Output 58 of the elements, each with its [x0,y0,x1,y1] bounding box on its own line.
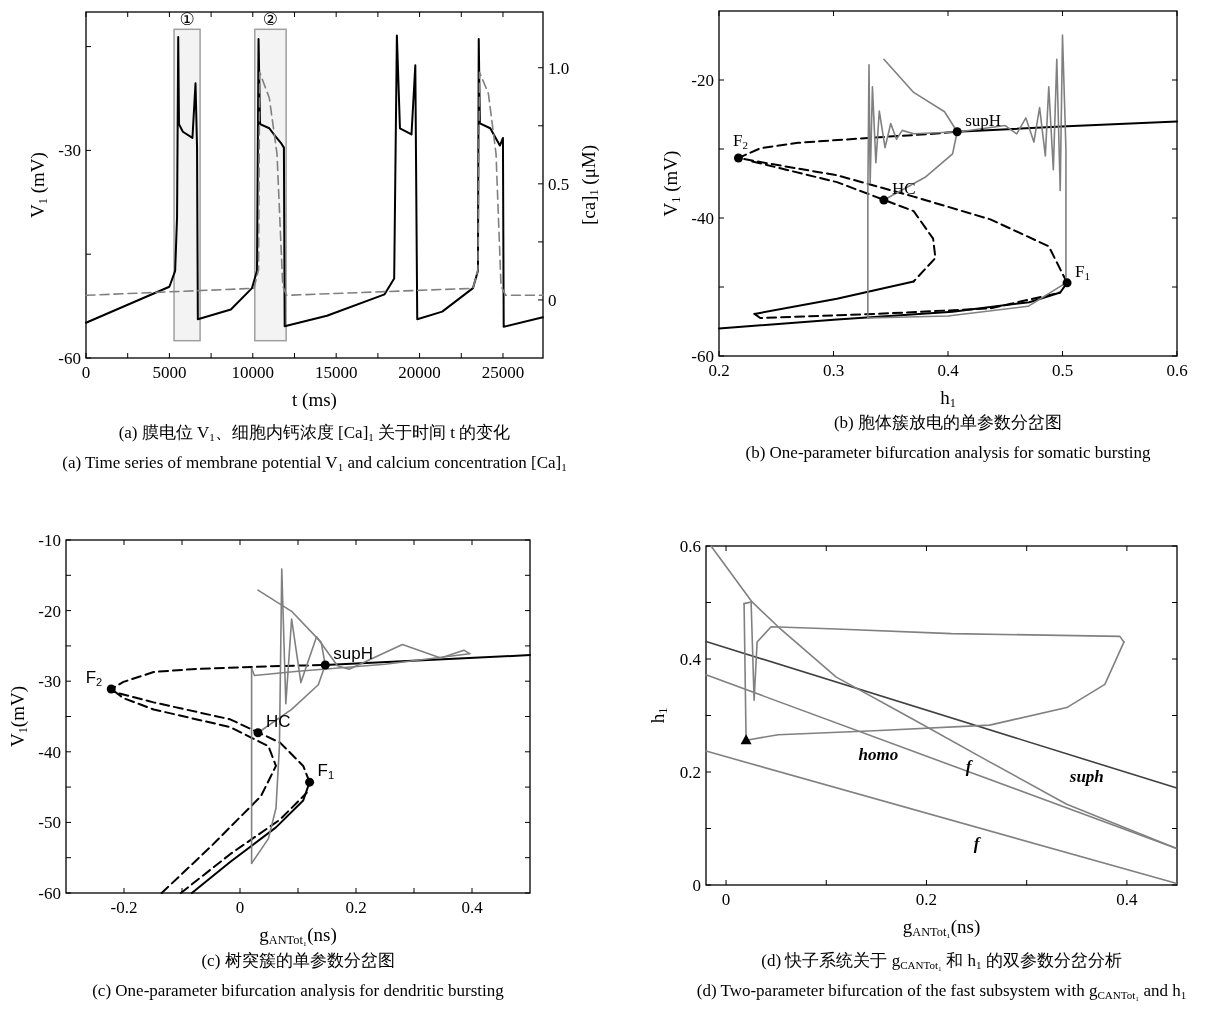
x-tick-label: 0 [721,890,731,909]
band-label: ① [179,8,195,29]
y-tick-label: 0.4 [679,650,702,669]
series-label: f [973,834,982,854]
y-tick-label: -60 [58,349,81,368]
annotation: supH [965,110,1002,130]
x-axis-title: g$_{ANTot₁}$(ns) [902,916,981,939]
x-tick-label: 20000 [398,363,441,382]
x-tick-label: 25000 [481,363,525,382]
y2-tick-label: 1.0 [548,58,570,78]
text: (b) 胞体簇放电的单参数分岔图 [833,413,1063,432]
y2-tick-label: 0 [548,290,557,310]
band-label: ② [262,8,279,29]
x-tick-label: 0.5 [1051,361,1074,380]
text: (a) Time series of membrane potential V$_{1}$ and calcium concentration [Ca]$_{1}$ [62,453,567,473]
x-tick-label: 15000 [314,363,358,382]
y2-tick-label: 0.5 [548,174,570,194]
y-tick-label: 0 [692,876,701,895]
y-tick-label: -20 [691,71,714,90]
x-tick-label: 0.2 [345,898,367,917]
annotation: F$_{1}$ [1075,261,1091,282]
annotation: F$_{1}$ [317,761,335,781]
text: (d) 快子系统关于 g$_{CANTot₁}$ 和 h$_{1}$ 的双参数分岔分析 [761,951,1122,971]
x-tick-label: -0.2 [110,898,138,917]
text: (c) 树突簇的单参数分岔图 [201,951,395,970]
x-tick-label: 0.4 [1116,890,1139,909]
x-axis-title: t (ms) [292,389,337,411]
y-tick-label: -30 [58,141,81,161]
x-tick-label: 0.4 [461,898,484,917]
y-tick-label: -10 [38,531,61,550]
text: (c) One-parameter bifurcation analysis for dendritic bursting [92,981,505,1000]
x-tick-label: 0.4 [937,361,960,380]
y-tick-label: -30 [38,672,61,692]
x-tick-label: 10000 [231,363,275,382]
y-tick-label: -20 [38,601,61,621]
annotation: HC [265,711,291,731]
y-tick-label: 0.6 [679,537,701,556]
annotation: F$_{2}$ [85,667,103,688]
annotation: supH [333,643,373,663]
text: (a) 膜电位 V$_{1}$、细胞内钙浓度 [Ca]$_{1}$ 关于时间 t 的变化 [118,423,511,443]
x-tick-label: 0.6 [1166,361,1188,380]
x-tick-label: 0 [235,898,245,917]
x-axis-title: h$_{1}$ [940,387,956,410]
text: (b) One-parameter bifurcation analysis for somatic bursting [745,443,1152,462]
y-tick-label: 0.2 [679,763,701,782]
y-tick-label: -40 [691,209,714,228]
text: (d) Two-parameter bifurcation of the fast subsystem with g$_{CANTot₁}$ and h$_{1}$ [696,981,1187,1001]
y-tick-label: -50 [38,813,61,833]
annotation: F$_{2}$ [732,130,748,151]
x-tick-label: 0.2 [915,890,938,909]
series-label: homo [858,745,899,765]
x-tick-label: 5000 [152,363,187,382]
y-tick-label: -40 [38,742,61,762]
x-tick-label: 0.3 [822,361,845,380]
series-label: f [965,757,974,777]
x-axis-title: g$_{ANTot₁}$(ns) [259,924,337,947]
series-label: suph [1068,767,1104,787]
y-tick-label: -60 [38,884,61,903]
